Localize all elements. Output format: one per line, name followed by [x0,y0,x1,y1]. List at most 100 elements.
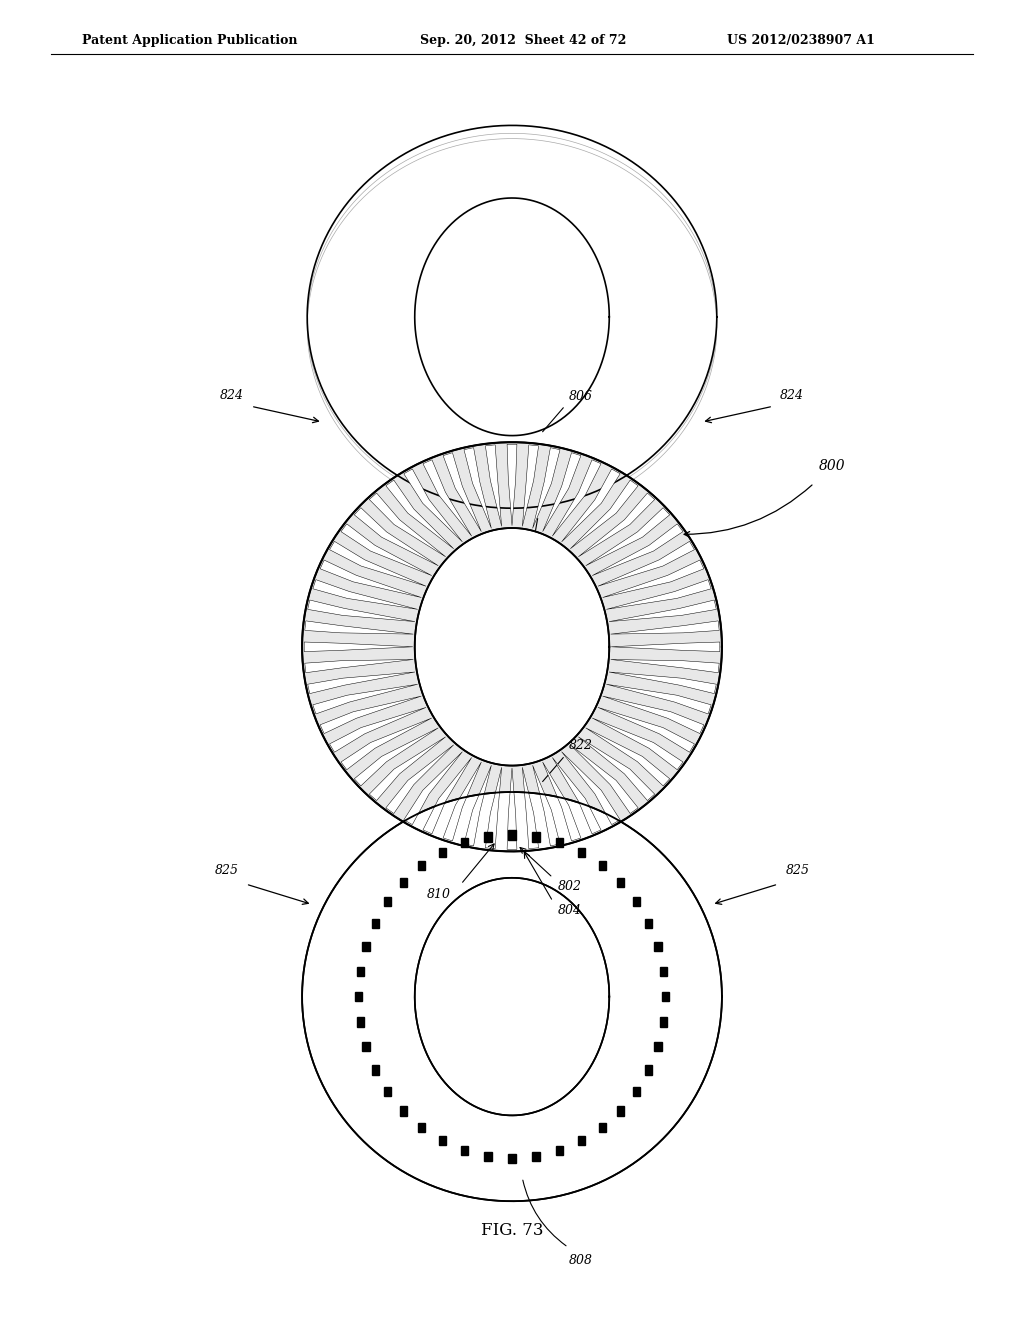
Bar [660,1018,668,1027]
Polygon shape [341,524,432,576]
Polygon shape [561,752,621,825]
Bar [354,993,362,1001]
Bar [362,1041,370,1051]
Text: Sep. 20, 2012  Sheet 42 of 72: Sep. 20, 2012 Sheet 42 of 72 [420,34,627,48]
Polygon shape [570,744,638,813]
Polygon shape [611,642,720,652]
Polygon shape [464,766,492,846]
Bar [362,942,370,952]
Bar [579,847,586,857]
Polygon shape [302,792,722,1201]
Polygon shape [532,766,560,846]
Polygon shape [522,767,539,849]
Text: 820: 820 [538,556,561,569]
Text: US 2012/0238907 A1: US 2012/0238907 A1 [727,34,874,48]
Bar [645,919,652,928]
Bar [532,1151,540,1160]
Polygon shape [403,752,463,825]
Bar [438,847,445,857]
Bar [418,1123,425,1133]
Polygon shape [610,660,719,673]
Bar [645,1065,652,1074]
Bar [599,1123,606,1133]
Polygon shape [302,442,722,851]
Polygon shape [415,878,609,1115]
Polygon shape [579,737,654,800]
Polygon shape [354,508,438,566]
Polygon shape [312,684,418,714]
Polygon shape [598,708,694,752]
Polygon shape [579,494,654,557]
Polygon shape [609,672,717,693]
Polygon shape [403,469,463,541]
Bar [372,919,379,928]
Text: 804: 804 [558,904,582,917]
Polygon shape [321,560,421,598]
Bar [617,878,625,887]
Bar [617,1106,625,1115]
Text: 800: 800 [819,459,846,473]
Polygon shape [307,125,717,508]
Bar [461,1146,468,1155]
Bar [372,1065,379,1074]
Polygon shape [415,528,609,766]
Polygon shape [307,601,415,622]
Bar [508,830,515,840]
Polygon shape [603,696,703,734]
Text: 808: 808 [568,1254,592,1267]
Bar [418,861,425,870]
Text: 824: 824 [780,389,804,403]
Bar [532,833,540,842]
Polygon shape [423,459,472,536]
Bar [556,838,563,847]
Polygon shape [370,737,445,800]
Bar [356,966,364,975]
Bar [484,833,492,842]
Polygon shape [415,198,609,436]
Bar [399,1106,407,1115]
Bar [384,1088,391,1097]
Text: Patent Application Publication: Patent Application Publication [82,34,297,48]
Polygon shape [305,660,414,673]
Polygon shape [354,727,438,785]
Polygon shape [592,524,683,576]
Polygon shape [606,579,712,610]
Polygon shape [586,508,670,566]
Polygon shape [443,762,481,841]
Polygon shape [423,758,472,834]
Polygon shape [598,541,694,586]
Polygon shape [341,718,432,770]
Polygon shape [507,445,517,525]
Bar [438,1137,445,1146]
Polygon shape [507,768,517,849]
Polygon shape [370,494,445,557]
Bar [356,1018,364,1027]
Bar [399,878,407,887]
Polygon shape [543,762,581,841]
Polygon shape [386,744,454,813]
Polygon shape [532,447,560,528]
Polygon shape [606,684,712,714]
Polygon shape [603,560,703,598]
Text: FIG. 73: FIG. 73 [480,1222,544,1238]
Bar [654,942,662,952]
Polygon shape [586,727,670,785]
Text: 824: 824 [220,389,244,403]
Bar [599,861,606,870]
Polygon shape [610,620,719,634]
Text: 802: 802 [558,880,582,894]
Polygon shape [464,447,492,528]
Polygon shape [485,767,502,849]
Bar [633,1088,640,1097]
Polygon shape [561,469,621,541]
Bar [663,993,670,1001]
Polygon shape [522,445,539,527]
Polygon shape [386,480,454,549]
Polygon shape [330,541,426,586]
Text: 825: 825 [785,865,809,878]
Polygon shape [485,445,502,527]
Polygon shape [570,480,638,549]
Polygon shape [609,601,717,622]
Polygon shape [321,696,421,734]
Polygon shape [330,708,426,752]
